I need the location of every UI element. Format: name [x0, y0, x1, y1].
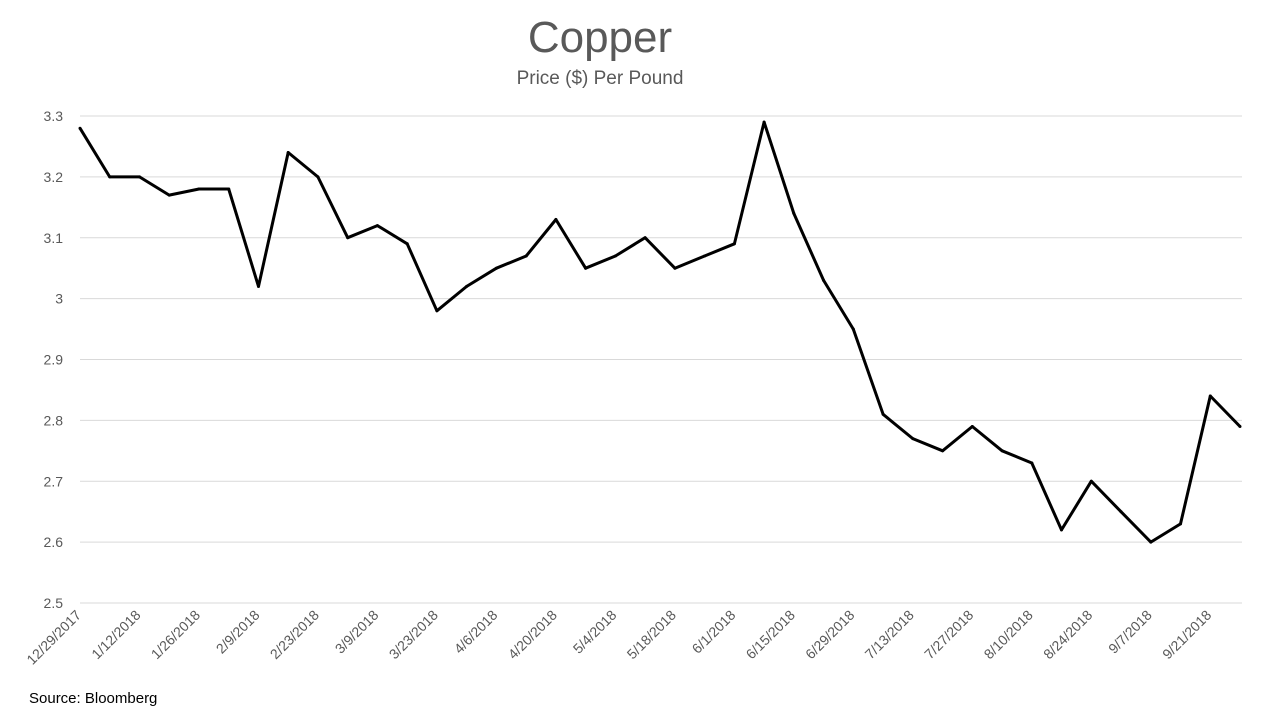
data-point [227, 187, 231, 191]
data-point [1060, 528, 1063, 532]
x-tick-label: 1/26/2018 [148, 607, 204, 663]
data-point [346, 236, 350, 240]
data-point [524, 254, 528, 258]
y-tick-label: 3 [55, 291, 63, 307]
source-note: Source: Bloomberg [29, 690, 157, 707]
data-point [1030, 461, 1034, 465]
chart-title: Copper [528, 13, 672, 62]
data-point [1119, 510, 1123, 514]
data-point [643, 236, 647, 240]
data-point [911, 437, 915, 441]
data-point [881, 412, 885, 416]
data-point [822, 278, 826, 282]
y-tick-label: 3.3 [44, 108, 64, 124]
data-point [108, 175, 112, 179]
data-point [167, 193, 171, 197]
y-tick-label: 2.8 [44, 412, 64, 428]
x-tick-label: 3/23/2018 [386, 607, 442, 663]
data-point [851, 327, 855, 331]
x-tick-label: 4/20/2018 [505, 607, 561, 663]
data-point [762, 120, 766, 124]
data-point [703, 254, 707, 258]
y-tick-label: 3.2 [44, 169, 64, 185]
data-point [792, 211, 796, 215]
x-tick-label: 3/9/2018 [332, 607, 382, 657]
data-point [316, 175, 320, 179]
data-point [1000, 449, 1004, 453]
data-point [673, 266, 677, 270]
data-point [375, 224, 379, 228]
data-point [1208, 394, 1212, 398]
data-point [584, 266, 588, 270]
y-tick-label: 2.9 [44, 352, 64, 368]
x-tick-label: 7/27/2018 [921, 607, 977, 663]
data-point [405, 242, 409, 246]
x-tick-label: 2/23/2018 [267, 607, 323, 663]
data-point [78, 126, 82, 130]
data-point [494, 266, 498, 270]
data-point [1089, 479, 1093, 483]
data-point [732, 242, 736, 246]
chart-subtitle: Price ($) Per Pound [517, 68, 684, 89]
data-point [554, 218, 558, 221]
x-tick-label: 12/29/2017 [23, 607, 84, 668]
x-tick-label: 9/21/2018 [1159, 607, 1215, 663]
data-point [435, 309, 439, 313]
x-tick-label: 4/6/2018 [451, 607, 501, 657]
data-point [197, 187, 201, 191]
series-layer [78, 120, 1242, 544]
x-tick-label: 5/18/2018 [624, 607, 680, 663]
x-tick-label: 8/10/2018 [981, 607, 1037, 663]
x-tick-label: 6/15/2018 [743, 607, 799, 663]
x-tick-label: 1/12/2018 [88, 607, 144, 663]
x-tick-label: 9/7/2018 [1105, 607, 1155, 657]
y-tick-label: 3.1 [44, 230, 64, 246]
x-tick-label: 7/13/2018 [862, 607, 918, 663]
data-point [1149, 540, 1153, 544]
data-point [941, 449, 945, 453]
data-point [257, 284, 260, 288]
y-axis-tick-labels: 3.3 3.2 3.1 3 2.9 2.8 2.7 2.6 2.5 [44, 108, 64, 611]
data-point [1238, 425, 1242, 428]
data-point [1179, 522, 1182, 526]
x-tick-label: 5/4/2018 [570, 607, 620, 657]
data-point [138, 175, 141, 179]
data-point [613, 254, 617, 258]
y-tick-label: 2.6 [44, 534, 64, 550]
x-axis-tick-labels: 12/29/2017 1/12/2018 1/26/2018 2/9/2018 2/23… [23, 607, 1214, 668]
x-tick-label: 2/9/2018 [213, 607, 263, 657]
x-tick-label: 6/29/2018 [802, 607, 858, 663]
gridlines [80, 115, 1242, 604]
y-tick-label: 2.7 [44, 473, 64, 489]
data-point [465, 284, 469, 288]
y-tick-label: 2.5 [44, 595, 64, 611]
data-point [970, 425, 974, 428]
x-tick-label: 6/1/2018 [689, 607, 739, 657]
series-line [78, 120, 1242, 544]
x-tick-label: 8/24/2018 [1040, 607, 1096, 663]
data-point [286, 151, 290, 154]
